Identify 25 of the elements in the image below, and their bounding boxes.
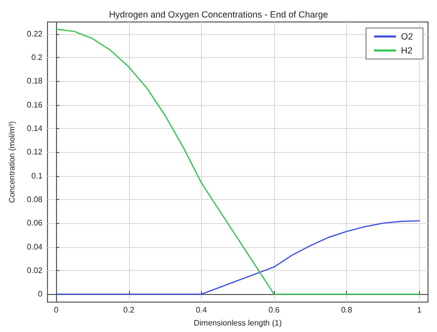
x-tick-label: 0.6 [268, 306, 280, 315]
x-tick-label: 0.2 [123, 306, 135, 315]
chart-title: Hydrogen and Oxygen Concentrations - End of Charge [108, 10, 328, 20]
x-tick-label: 0.8 [341, 306, 353, 315]
x-tick-label: 0 [54, 306, 59, 315]
y-tick-label: 0.22 [26, 29, 44, 38]
y-tick-label: 0 [38, 290, 44, 299]
x-tick-label: 1 [417, 306, 422, 315]
y-tick-label: 0.2 [31, 53, 44, 62]
y-tick-label: 0.04 [26, 242, 44, 252]
x-axis-title: Dimensionless length (1) [194, 318, 282, 328]
y-tick-label: 0.18 [26, 76, 44, 86]
y-tick-label: 0.12 [26, 148, 44, 157]
y-tick-label: 0.14 [26, 124, 44, 133]
legend-label: H2 [400, 46, 413, 56]
line-series [56, 28, 420, 295]
y-tick-label: 0.08 [26, 195, 44, 204]
y-tick-label: 0.06 [26, 218, 44, 228]
y-tick-label: 0.02 [26, 266, 44, 276]
legend-label: O2 [400, 32, 414, 42]
x-tick-label: 0.4 [196, 306, 208, 315]
y-tick-label: 0.1 [31, 171, 44, 180]
y-tick-label: 0.16 [26, 100, 44, 110]
y-axis-title: Concentration (mol/m³) [8, 120, 16, 203]
line-series [56, 220, 420, 295]
